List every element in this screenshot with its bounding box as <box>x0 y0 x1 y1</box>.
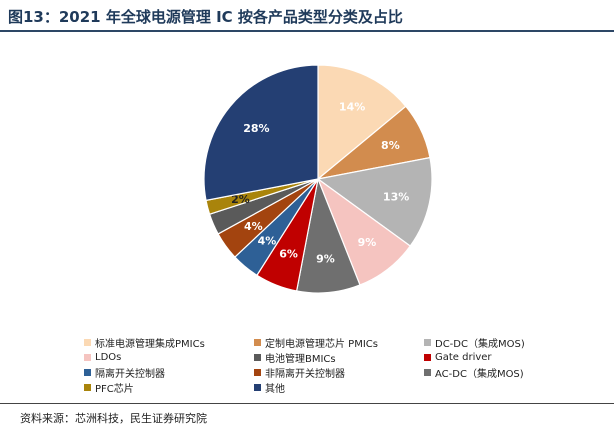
legend-swatch <box>254 369 261 376</box>
legend-item-10: 其他 <box>254 381 424 395</box>
legend-item-8: AC-DC（集成MOS) <box>424 366 594 380</box>
legend-label: Gate driver <box>435 352 492 363</box>
source-note: 资料来源：芯洲科技，民生证券研究院 <box>20 412 207 425</box>
slice-label-10: 28% <box>243 122 269 135</box>
legend-swatch <box>84 369 91 376</box>
legend-label: PFC芯片 <box>95 384 134 395</box>
legend-item-9: PFC芯片 <box>84 381 254 395</box>
source-rule <box>0 403 614 404</box>
chart-legend: 标准电源管理集成PMICs 定制电源管理芯片 PMICs DC-DC（集成MOS) L… <box>84 336 594 395</box>
slice-label-6: 4% <box>258 235 277 248</box>
title-rule <box>0 30 614 32</box>
legend-item-2: DC-DC（集成MOS) <box>424 336 594 350</box>
figure-title: 图13：2021 年全球电源管理 IC 按各产品类型分类及占比 <box>8 8 403 26</box>
slice-label-1: 8% <box>381 139 400 152</box>
legend-swatch <box>424 354 431 361</box>
legend-swatch <box>84 339 91 346</box>
legend-swatch <box>424 339 431 346</box>
legend-label: 定制电源管理芯片 PMICs <box>265 339 378 350</box>
legend-swatch <box>254 354 261 361</box>
legend-label: 标准电源管理集成PMICs <box>95 339 205 350</box>
slice-label-3: 9% <box>358 236 377 249</box>
slice-label-9: 2% <box>231 193 250 206</box>
legend-label: 电池管理BMICs <box>265 354 336 365</box>
legend-swatch <box>254 384 261 391</box>
pie-slice-2 <box>316 156 433 247</box>
legend-label: 其他 <box>265 384 285 395</box>
legend-item-5: Gate driver <box>424 351 594 364</box>
pie-chart: 14%8%13%9%9%6%4%4%2%28% <box>203 64 433 294</box>
legend-swatch <box>424 369 431 376</box>
legend-swatch <box>84 384 91 391</box>
legend-label: 非隔离开关控制器 <box>265 369 345 380</box>
legend-item-4: 电池管理BMICs <box>254 351 424 365</box>
slice-label-5: 6% <box>279 247 298 260</box>
slice-label-0: 14% <box>339 101 365 114</box>
legend-label: LDOs <box>95 352 122 363</box>
legend-swatch <box>254 339 261 346</box>
legend-label: AC-DC（集成MOS) <box>435 369 524 380</box>
legend-swatch <box>84 354 91 361</box>
pie-slice-10 <box>203 64 319 202</box>
legend-item-0: 标准电源管理集成PMICs <box>84 336 254 350</box>
slice-label-2: 13% <box>383 191 409 204</box>
slice-label-7: 4% <box>244 220 263 233</box>
legend-label: 隔离开关控制器 <box>95 369 165 380</box>
legend-item-3: LDOs <box>84 351 254 364</box>
legend-item-1: 定制电源管理芯片 PMICs <box>254 336 424 350</box>
pie-slice-0 <box>317 64 407 181</box>
legend-item-6: 隔离开关控制器 <box>84 366 254 380</box>
legend-label: DC-DC（集成MOS) <box>435 339 525 350</box>
legend-item-7: 非隔离开关控制器 <box>254 366 424 380</box>
slice-label-4: 9% <box>316 253 335 266</box>
